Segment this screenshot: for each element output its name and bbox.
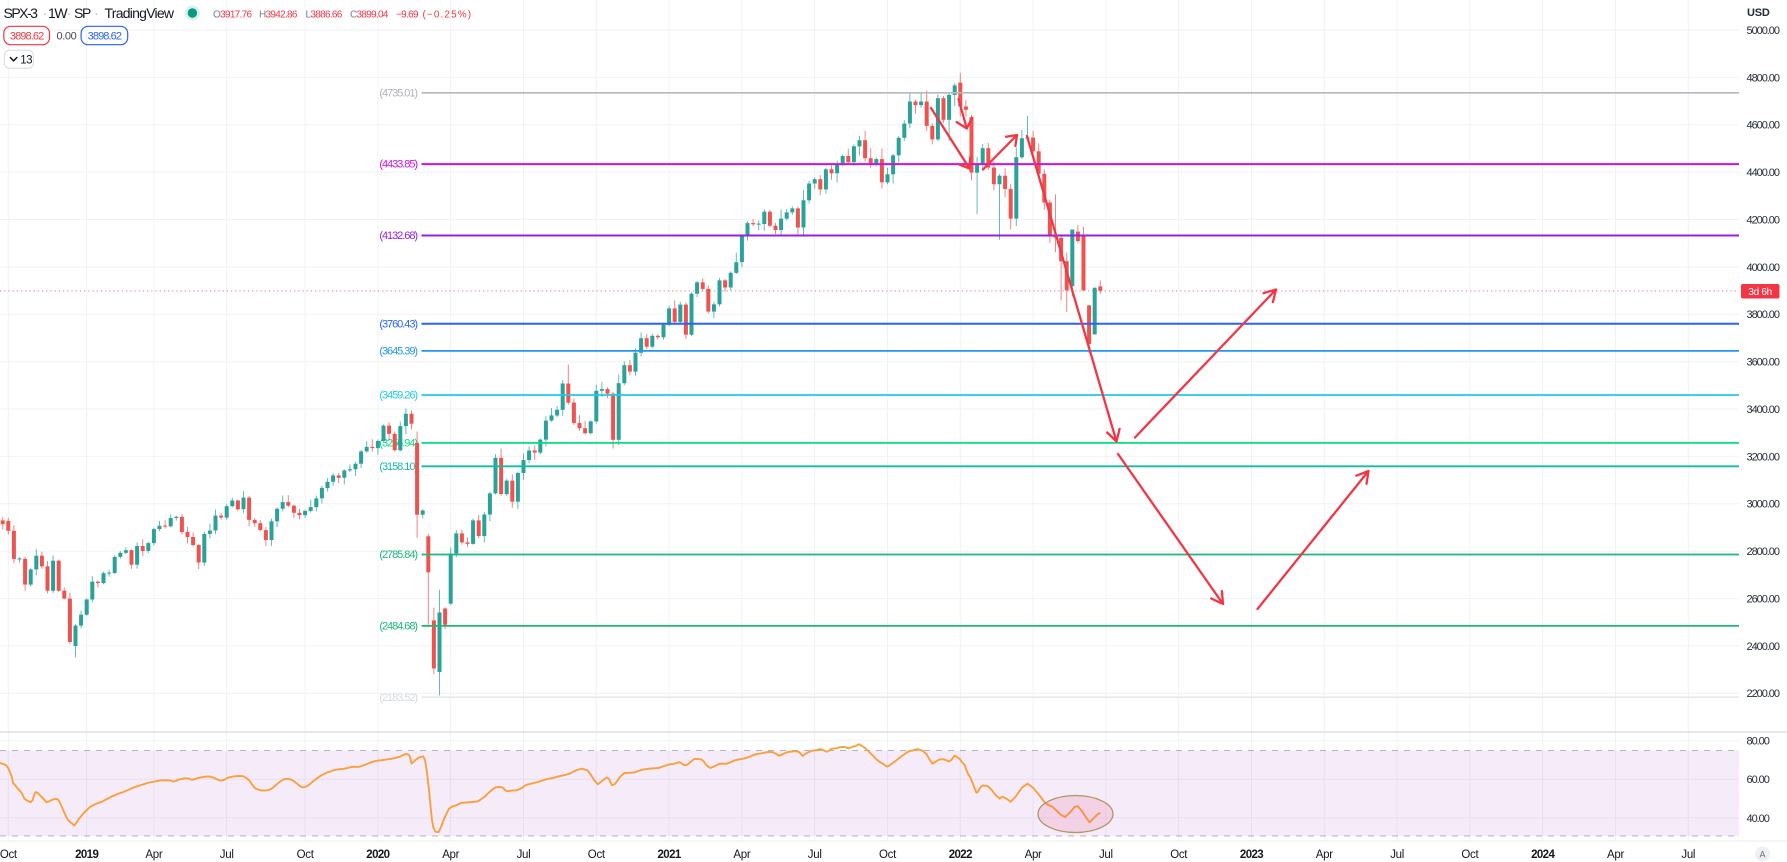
svg-text:Oct: Oct [0, 849, 18, 861]
svg-text:2020: 2020 [366, 849, 389, 861]
svg-text:C3899.04: C3899.04 [350, 10, 389, 21]
svg-text:H3942.86: H3942.86 [259, 10, 298, 21]
svg-text:·: · [43, 5, 48, 21]
svg-text:2019: 2019 [75, 849, 98, 861]
svg-text:2023: 2023 [1240, 849, 1263, 861]
svg-text:Jul: Jul [1390, 849, 1404, 861]
svg-text:(3158.10): (3158.10) [379, 461, 417, 473]
svg-text:A: A [1759, 850, 1765, 860]
svg-text:Apr: Apr [1607, 849, 1624, 861]
svg-text:(4132.68): (4132.68) [379, 230, 417, 242]
svg-text:80.00: 80.00 [1747, 736, 1770, 748]
svg-text:(4433.85): (4433.85) [379, 159, 417, 171]
svg-text:60.00: 60.00 [1747, 774, 1770, 786]
svg-text:(2785.84): (2785.84) [379, 549, 417, 561]
svg-text:3d 6h: 3d 6h [1748, 287, 1772, 298]
svg-text:(3645.39): (3645.39) [379, 346, 417, 358]
svg-text:13: 13 [20, 54, 32, 66]
svg-text:3898.62: 3898.62 [10, 31, 44, 43]
svg-text:TradingView: TradingView [105, 5, 175, 21]
svg-text:SP: SP [74, 5, 91, 21]
svg-text:Oct: Oct [588, 849, 606, 861]
svg-text:Apr: Apr [733, 849, 750, 861]
svg-text:(−0.25%): (−0.25%) [423, 10, 473, 21]
svg-text:1W: 1W [48, 5, 68, 21]
svg-text:3200.00: 3200.00 [1747, 451, 1780, 463]
svg-text:Apr: Apr [145, 849, 162, 861]
svg-text:Oct: Oct [297, 849, 315, 861]
svg-text:·: · [94, 5, 99, 21]
svg-text:Jul: Jul [220, 849, 234, 861]
svg-text:O3917.76: O3917.76 [213, 10, 252, 21]
svg-text:L3886.66: L3886.66 [306, 10, 343, 21]
svg-text:Apr: Apr [442, 849, 459, 861]
svg-text:3400.00: 3400.00 [1747, 404, 1780, 416]
svg-text:Jul: Jul [1099, 849, 1113, 861]
svg-text:2021: 2021 [658, 849, 682, 861]
svg-text:Oct: Oct [1170, 849, 1188, 861]
svg-text:Jul: Jul [1681, 849, 1695, 861]
svg-text:Oct: Oct [1461, 849, 1479, 861]
svg-text:Apr: Apr [1025, 849, 1042, 861]
svg-text:Oct: Oct [879, 849, 897, 861]
svg-text:Apr: Apr [1316, 849, 1333, 861]
svg-text:4600.00: 4600.00 [1747, 120, 1780, 132]
svg-text:4000.00: 4000.00 [1747, 262, 1780, 274]
svg-text:4200.00: 4200.00 [1747, 214, 1780, 226]
svg-text:(2183.52): (2183.52) [379, 692, 417, 704]
svg-text:2400.00: 2400.00 [1747, 641, 1780, 653]
svg-text:2600.00: 2600.00 [1747, 594, 1780, 606]
svg-text:2022: 2022 [949, 849, 972, 861]
svg-text:0.00: 0.00 [56, 31, 76, 43]
svg-text:·: · [67, 5, 72, 21]
svg-text:3600.00: 3600.00 [1747, 357, 1780, 369]
svg-text:(4735.01): (4735.01) [379, 87, 417, 99]
svg-text:2200.00: 2200.00 [1747, 688, 1780, 700]
svg-text:SPX-3: SPX-3 [4, 5, 39, 21]
svg-text:Jul: Jul [808, 849, 822, 861]
svg-text:USD: USD [1747, 7, 1770, 19]
svg-text:(3760.43): (3760.43) [379, 318, 417, 330]
svg-text:4800.00: 4800.00 [1747, 72, 1780, 84]
svg-text:40.00: 40.00 [1747, 813, 1770, 825]
svg-text:(2484.68): (2484.68) [379, 621, 417, 633]
svg-text:(3459.26): (3459.26) [379, 390, 417, 402]
svg-text:3800.00: 3800.00 [1747, 309, 1780, 321]
svg-text:5000.00: 5000.00 [1747, 25, 1780, 37]
svg-text:−9.69: −9.69 [396, 10, 419, 21]
svg-text:2024: 2024 [1531, 849, 1555, 861]
svg-text:3898.62: 3898.62 [88, 31, 122, 43]
svg-text:Jul: Jul [517, 849, 531, 861]
svg-text:4400.00: 4400.00 [1747, 167, 1780, 179]
svg-text:3000.00: 3000.00 [1747, 499, 1780, 511]
svg-text:2800.00: 2800.00 [1747, 546, 1780, 558]
